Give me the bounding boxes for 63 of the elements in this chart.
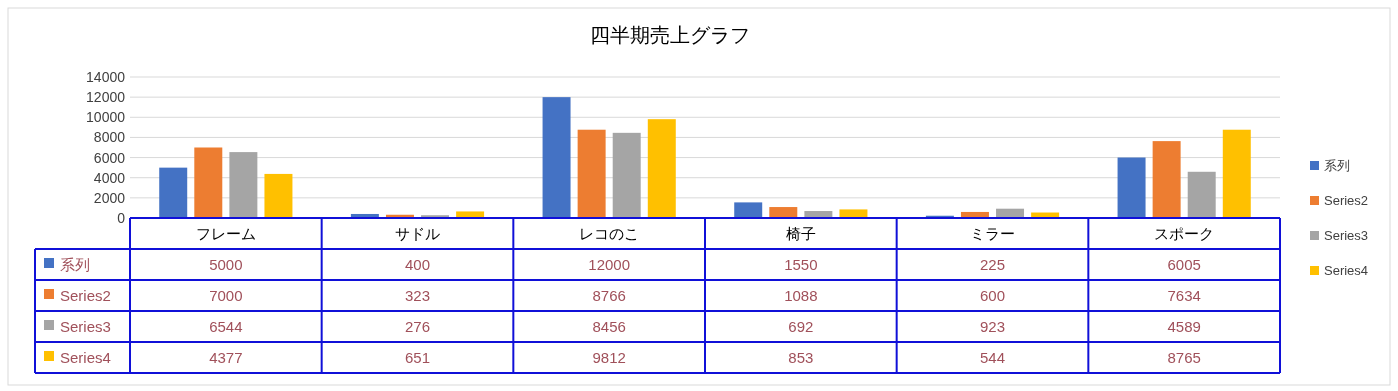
- text: 系列: [1324, 158, 1350, 173]
- y-tick-label: 10000: [86, 109, 126, 126]
- bar: [839, 209, 868, 218]
- bar: [577, 129, 606, 218]
- data-label: 6544: [209, 318, 243, 335]
- bar: [159, 167, 188, 218]
- bar: [542, 97, 571, 218]
- x-tick-label: レコのこ: [579, 225, 640, 242]
- data-label: 6005: [1167, 256, 1201, 273]
- y-tick-label: 4000: [93, 169, 126, 186]
- data-label: 923: [979, 318, 1006, 335]
- bar: [612, 132, 641, 218]
- data-label: 544: [979, 349, 1006, 366]
- data-label: 7634: [1167, 287, 1201, 304]
- bar: [264, 173, 293, 218]
- legend-label: 系列: [60, 256, 90, 273]
- data-label: 9812: [592, 349, 626, 366]
- legend-label: Series3: [1324, 228, 1369, 243]
- x-tick-label: 椅子: [785, 225, 816, 242]
- data-label: 651: [404, 349, 431, 366]
- data-label: 853: [788, 349, 814, 366]
- y-tick-label: 8000: [93, 129, 126, 146]
- data-label: 5000: [209, 256, 243, 273]
- title: 四半期売上グラフ: [590, 24, 750, 46]
- x-tick-label: サドル: [395, 225, 440, 242]
- data-label: 8456: [592, 318, 626, 335]
- bar: [194, 147, 223, 218]
- text: Series2: [1324, 193, 1369, 208]
- bar: [769, 207, 798, 218]
- y-tick-label: 0: [117, 210, 126, 226]
- x-tick-label: スポーク: [1154, 225, 1215, 242]
- bar: [456, 211, 485, 218]
- legend-label: Series4: [1324, 263, 1369, 278]
- legend-label: Series2: [60, 287, 111, 304]
- y-tick-label: 12000: [86, 89, 126, 106]
- bar: [1222, 129, 1251, 218]
- bar: [1152, 141, 1181, 218]
- bar: [647, 119, 676, 218]
- data-label: 692: [788, 318, 814, 335]
- x-tick-label: ミラー: [970, 225, 1015, 242]
- data-label: 4377: [209, 349, 243, 366]
- data-label: 1550: [784, 256, 818, 273]
- y-tick-label: 14000: [86, 69, 126, 85]
- data-label: 12000: [588, 256, 631, 273]
- bar: [734, 202, 763, 218]
- x-tick-label: フレーム: [195, 225, 256, 242]
- bar: [229, 152, 258, 218]
- data-label: 600: [979, 287, 1006, 304]
- bar: [1187, 171, 1216, 218]
- data-label: 225: [979, 256, 1006, 273]
- text: Series4: [60, 349, 111, 366]
- y-tick-label: 2000: [93, 189, 126, 206]
- data-label: 4589: [1167, 318, 1201, 335]
- data-label: 276: [404, 318, 431, 335]
- bar: [1117, 157, 1146, 218]
- data-label: 8766: [592, 287, 626, 304]
- data-label: 400: [404, 256, 431, 273]
- data-label: 323: [404, 287, 431, 304]
- data-label: 7000: [209, 287, 243, 304]
- data-label: 8765: [1167, 349, 1201, 366]
- y-tick-label: 6000: [93, 149, 126, 166]
- text: Series3: [60, 318, 111, 335]
- data-label: 1088: [784, 287, 818, 304]
